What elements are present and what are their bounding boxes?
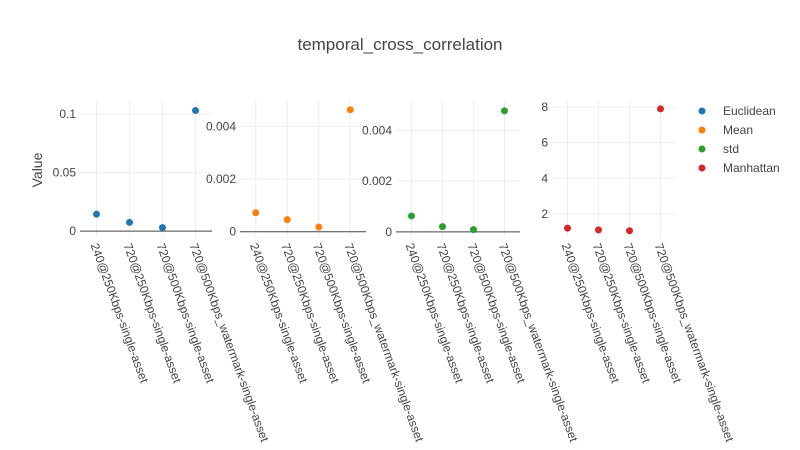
data-point-euclidean[interactable]: [159, 224, 166, 232]
y-tick-label: 0: [69, 224, 76, 238]
y-axis-label: Value: [29, 152, 45, 187]
y-tick-label: 4: [541, 171, 548, 185]
x-tick-label: 720@500Kbps-single-asset: [465, 241, 529, 385]
data-point-std[interactable]: [470, 226, 477, 234]
y-tick-label: 0.05: [53, 166, 77, 180]
subplot-1: 00.050.1240@250Kbps-single-asset720@250K…: [53, 100, 272, 444]
legend[interactable]: Euclidean Mean std Manhattan: [698, 104, 780, 175]
y-tick-label: 6: [541, 136, 548, 150]
legend-label: std: [723, 142, 739, 156]
x-tick-label: 720@250Kbps-single-asset: [590, 241, 654, 385]
y-tick-label: 0.004: [206, 119, 236, 133]
legend-item-manhattan[interactable]: Manhattan: [698, 161, 780, 175]
x-tick-label: 720@500Kbps-single-asset: [310, 241, 374, 385]
y-tick-label: 0.1: [59, 107, 76, 121]
y-tick-label: 2: [541, 207, 548, 221]
data-point-std[interactable]: [439, 223, 446, 231]
data-point-euclidean[interactable]: [93, 210, 100, 218]
legend-marker: [698, 145, 706, 153]
data-point-mean[interactable]: [283, 216, 291, 224]
legend-marker: [698, 107, 706, 115]
x-tick-label: 720@250Kbps-single-asset: [278, 241, 342, 385]
x-tick-label: 240@250Kbps-single-asset: [559, 241, 623, 385]
data-point-std[interactable]: [408, 212, 415, 220]
chart-title: temporal_cross_correlation: [297, 35, 502, 54]
data-point-mean[interactable]: [252, 209, 260, 217]
data-point-manhattan[interactable]: [626, 227, 633, 235]
data-point-std[interactable]: [501, 107, 508, 115]
legend-marker: [698, 126, 706, 134]
legend-item-euclidean[interactable]: Euclidean: [698, 104, 776, 118]
subplot-group: 00.050.1240@250Kbps-single-asset720@250K…: [53, 100, 737, 444]
subplot-2: 0 0.002 0.004 240@250Kbps-single-asset720@2…: [206, 100, 427, 444]
y-tick-label: 0.004: [362, 123, 392, 137]
x-tick-label: 720@500Kbps-single-asset: [621, 241, 685, 385]
data-point-mean[interactable]: [346, 106, 354, 114]
y-tick-label: 0: [385, 225, 392, 239]
legend-marker: [698, 164, 706, 172]
y-tick-label: 0: [229, 225, 236, 239]
data-point-manhattan[interactable]: [595, 226, 602, 234]
legend-label: Euclidean: [723, 104, 776, 118]
x-tick-label: 240@250Kbps-single-asset: [403, 241, 467, 385]
legend-item-std[interactable]: std: [698, 142, 740, 156]
data-point-euclidean[interactable]: [192, 107, 199, 115]
data-point-manhattan[interactable]: [564, 224, 571, 232]
x-tick-label: 720@250Kbps-single-asset: [434, 241, 498, 385]
legend-item-mean[interactable]: Mean: [698, 123, 754, 137]
y-tick-label: 0.002: [362, 174, 392, 188]
legend-label: Mean: [723, 123, 753, 137]
y-tick-label: 0.002: [206, 172, 236, 186]
y-tick-label: 8: [541, 100, 548, 114]
data-point-mean[interactable]: [315, 223, 323, 231]
data-point-manhattan[interactable]: [657, 105, 664, 113]
x-tick-label: 240@250Kbps-single-asset: [247, 241, 311, 385]
subplot-4: 2 4 6 8 240@250Kbps-single-asset720@250Kbps-…: [541, 100, 737, 444]
data-point-euclidean[interactable]: [126, 218, 133, 226]
legend-label: Manhattan: [723, 161, 780, 175]
